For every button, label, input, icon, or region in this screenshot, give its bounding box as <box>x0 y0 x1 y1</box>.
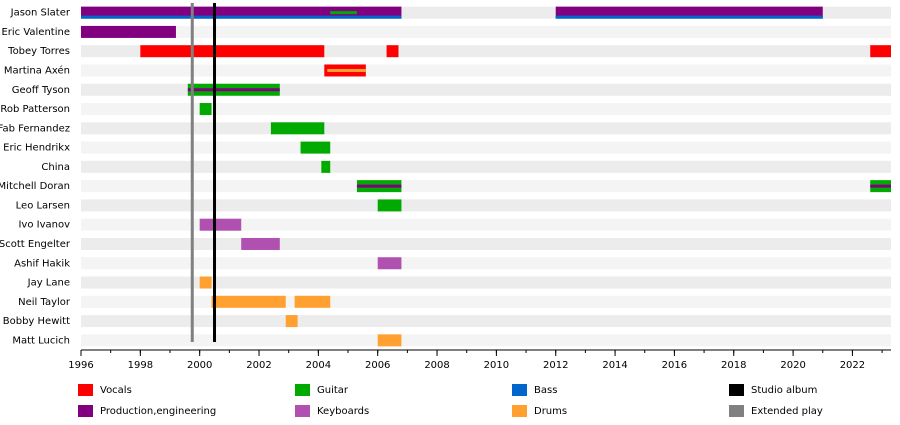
bar <box>377 257 402 270</box>
member-label: Leo Larsen <box>16 200 70 211</box>
member-label: Jason Slater <box>10 8 71 19</box>
legend-label: Studio album <box>751 385 817 396</box>
bar <box>377 199 402 212</box>
row-band <box>81 315 891 328</box>
legend-swatch <box>78 405 93 417</box>
legend-swatch <box>295 384 310 396</box>
row-band <box>81 122 891 135</box>
bar <box>211 295 286 308</box>
legend-label: Production,engineering <box>100 406 216 417</box>
bar <box>330 11 357 15</box>
bar <box>327 68 366 72</box>
bar <box>300 141 331 154</box>
row-band <box>81 160 891 173</box>
x-tick-label: 2018 <box>721 360 746 371</box>
legend-label: Vocals <box>100 385 132 396</box>
row-band <box>81 103 891 116</box>
member-label: Bobby Hewitt <box>3 316 70 327</box>
legend-label: Extended play <box>751 406 823 417</box>
x-tick-label: 2010 <box>484 360 509 371</box>
row-band <box>81 141 891 154</box>
row-band <box>81 237 891 250</box>
member-label: Tobey Torres <box>7 46 70 57</box>
row-band <box>81 64 891 77</box>
bar <box>81 25 176 38</box>
bar <box>270 122 325 135</box>
row-band <box>81 276 891 289</box>
row-band <box>81 83 891 96</box>
legend-swatch <box>78 384 93 396</box>
bar <box>555 15 823 19</box>
member-label: Mitchell Doran <box>0 181 70 192</box>
x-tick-label: 2016 <box>662 360 687 371</box>
row-band <box>81 25 891 38</box>
row-band <box>81 180 891 193</box>
member-label: Ivo Ivanov <box>18 220 70 231</box>
member-label: Martina Axén <box>4 64 70 76</box>
row-band <box>81 334 891 347</box>
bar <box>377 334 402 347</box>
legend-swatch <box>295 405 310 417</box>
legend-label: Bass <box>534 385 557 396</box>
x-tick-label: 2008 <box>424 360 449 371</box>
bar <box>199 276 212 289</box>
row-band <box>81 257 891 270</box>
member-label: Neil Taylor <box>18 297 71 308</box>
x-tick-label: 1996 <box>68 360 93 371</box>
bar <box>321 160 331 173</box>
bar <box>81 15 402 19</box>
bar <box>386 45 399 58</box>
member-label: Rob Patterson <box>0 104 70 115</box>
member-label: Jay Lane <box>27 278 70 289</box>
x-tick-label: 2004 <box>306 360 331 371</box>
legend-swatch <box>729 384 744 396</box>
legend-label: Drums <box>534 406 567 417</box>
bar <box>294 295 331 308</box>
legend-swatch <box>512 384 527 396</box>
member-label: Matt Lucich <box>12 335 70 346</box>
row-band <box>81 218 891 231</box>
member-label: Eric Hendrikx <box>3 143 70 154</box>
legend-swatch <box>512 405 527 417</box>
bar <box>241 237 280 250</box>
row-band <box>81 199 891 212</box>
bar <box>199 218 242 231</box>
x-tick-label: 2000 <box>187 360 212 371</box>
legend-swatch <box>729 405 744 417</box>
bar <box>187 88 280 92</box>
x-tick-label: 2020 <box>780 360 805 371</box>
row-band <box>81 295 891 308</box>
x-tick-label: 2014 <box>602 360 627 371</box>
bar <box>140 45 325 58</box>
x-tick-label: 1998 <box>128 360 153 371</box>
member-label: Scott Engelter <box>0 239 71 250</box>
x-tick-label: 2002 <box>246 360 271 371</box>
x-tick-label: 2012 <box>543 360 568 371</box>
member-label: Geoff Tyson <box>12 85 70 96</box>
bar <box>870 184 891 188</box>
member-label: China <box>41 162 70 173</box>
member-label: Ashif Hakik <box>14 258 70 269</box>
legend-label: Guitar <box>317 385 349 396</box>
bar <box>285 315 298 328</box>
bar <box>870 45 891 58</box>
member-label: Fab Fernandez <box>0 123 70 134</box>
bar <box>356 184 402 188</box>
x-tick-label: 2022 <box>840 360 865 371</box>
x-tick-label: 2006 <box>365 360 390 371</box>
legend-label: Keyboards <box>317 406 369 417</box>
member-label: Eric Valentine <box>1 27 70 38</box>
bar <box>199 103 212 116</box>
